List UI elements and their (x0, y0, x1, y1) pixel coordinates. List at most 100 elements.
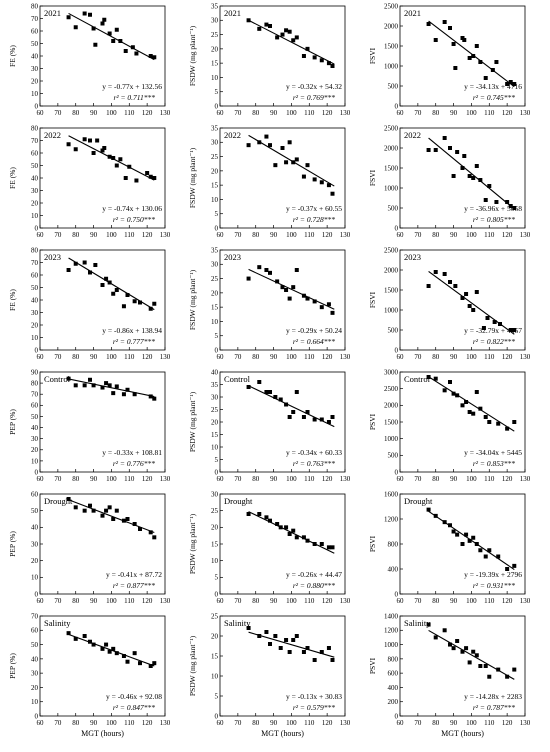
y-tick-label: 30 (31, 670, 39, 678)
panel-title: 2022 (404, 130, 421, 140)
y-tick-label: 70 (31, 259, 39, 267)
data-point (121, 518, 126, 523)
data-point (448, 26, 452, 30)
y-tick-label: 0 (35, 346, 39, 354)
y-tick-label: 25 (211, 275, 219, 283)
regression-line (428, 629, 515, 680)
data-point (467, 538, 472, 543)
data-point (130, 45, 135, 50)
data-point (246, 143, 251, 148)
data-point (453, 66, 458, 70)
y-tick-label: 50 (31, 40, 39, 48)
data-point (275, 522, 280, 526)
x-tick-label: 90 (450, 353, 458, 361)
chart-panel-2: 0 500 1000 1500 2000 2500 60 70 80 90 100 110 120 130… (362, 2, 539, 122)
x-tick-label: 90 (450, 597, 458, 605)
data-point (138, 527, 142, 531)
y-tick-label: 70 (31, 391, 39, 399)
data-point (448, 146, 452, 150)
y-tick-label: 0 (395, 224, 399, 232)
data-point (433, 513, 438, 518)
x-tick-label: 60 (397, 597, 405, 605)
data-point (278, 525, 283, 530)
x-tick-label: 80 (432, 597, 440, 605)
x-tick-label: 70 (234, 231, 242, 239)
x-tick-label: 100 (286, 109, 297, 117)
x-tick-label: 60 (217, 231, 225, 239)
data-point (264, 630, 269, 634)
x-tick-label: 60 (37, 353, 45, 361)
y-tick-label: 10 (31, 212, 39, 220)
r-squared: r² = 0.877*** (113, 581, 155, 590)
x-tick-label: 120 (502, 231, 513, 239)
data-point (442, 20, 447, 24)
y-tick-label: 20 (31, 446, 39, 454)
x-tick-label: 120 (142, 597, 153, 605)
data-point (291, 160, 296, 165)
data-point (82, 11, 87, 16)
panel-title: 2021 (44, 8, 61, 18)
chart-panel-14: 0 400 800 1200 1600 60 70 80 90 100 110 120 130 PSVI D… (362, 490, 539, 610)
data-point (305, 646, 310, 650)
data-point (73, 147, 78, 152)
x-tick-label: 130 (340, 231, 351, 239)
plot-frame (39, 127, 166, 229)
data-point (114, 651, 119, 656)
data-point (478, 406, 483, 411)
data-point (455, 393, 460, 398)
y-tick-label: 30 (211, 490, 219, 498)
x-tick-label: 100 (106, 597, 117, 605)
panel-title: 2022 (44, 130, 61, 140)
data-point (301, 650, 306, 654)
data-point (284, 288, 289, 292)
data-point (91, 26, 96, 31)
data-point (492, 320, 497, 324)
y-tick-label: 1500 (384, 286, 399, 294)
x-tick-label: 90 (90, 231, 98, 239)
x-tick-label: 110 (304, 353, 315, 361)
plot-frame (39, 615, 166, 717)
data-point (460, 542, 465, 546)
data-point (433, 148, 438, 152)
x-axis-label: MGT (hours) (261, 729, 304, 738)
data-point (301, 293, 306, 298)
y-tick-label: 0 (215, 224, 219, 232)
x-tick-label: 90 (270, 109, 278, 117)
data-point (132, 299, 137, 304)
x-tick-label: 70 (234, 719, 242, 727)
data-point (467, 56, 472, 60)
data-point (512, 206, 517, 210)
x-tick-label: 80 (72, 231, 80, 239)
x-tick-label: 60 (397, 231, 405, 239)
data-point (268, 390, 272, 394)
data-point (284, 160, 289, 165)
data-point (264, 22, 269, 27)
y-tick-label: 5 (215, 574, 219, 582)
y-tick-label: 30 (211, 17, 219, 25)
data-point (478, 664, 483, 668)
data-point (104, 642, 109, 647)
data-point (102, 146, 107, 150)
y-tick-label: 0 (395, 468, 399, 476)
x-tick-label: 130 (160, 719, 171, 727)
data-point (88, 503, 92, 508)
data-point (268, 518, 272, 523)
y-tick-label: 40 (211, 368, 219, 376)
x-tick-label: 120 (322, 231, 333, 239)
y-tick-label: 0 (35, 590, 39, 598)
r-squared: r² = 0.787*** (473, 703, 515, 712)
y-tick-label: 30 (31, 187, 39, 195)
chart-panel-6: 0 10 20 30 40 50 60 70 80 60 70 80 90 100 110 120 130 FE … (2, 246, 179, 366)
data-point (483, 198, 488, 202)
x-tick-label: 100 (106, 231, 117, 239)
data-point (294, 390, 299, 394)
x-tick-label: 70 (234, 109, 242, 117)
y-tick-label: 20 (211, 524, 219, 532)
x-tick-label: 60 (37, 231, 45, 239)
data-point (246, 512, 251, 516)
y-tick-label: 0 (215, 590, 219, 598)
data-point (284, 638, 289, 642)
data-point (462, 38, 467, 42)
x-tick-label: 70 (54, 231, 62, 239)
x-tick-label: 100 (286, 719, 297, 727)
